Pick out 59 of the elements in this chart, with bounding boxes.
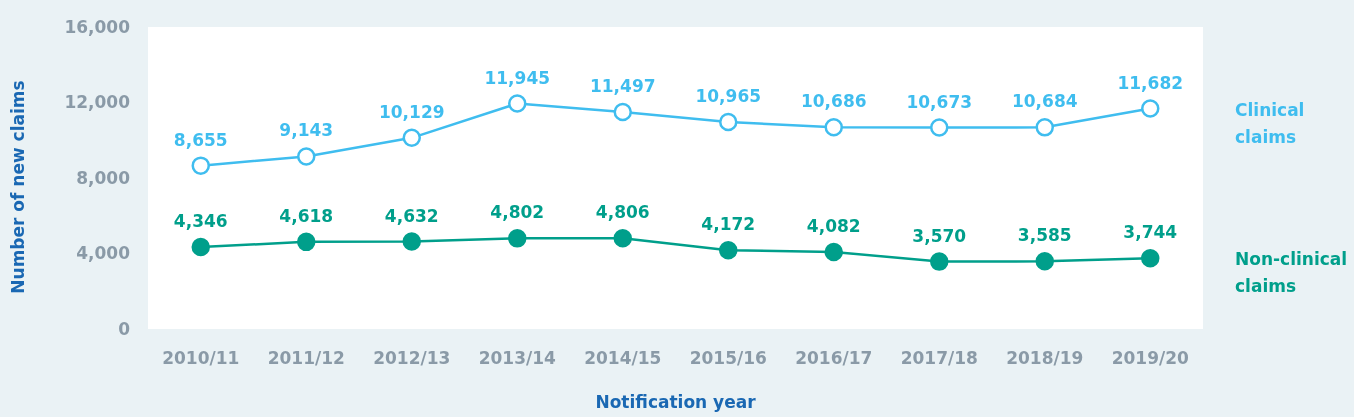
data-label: 10,673 — [906, 91, 973, 112]
point — [297, 232, 316, 252]
point — [191, 237, 210, 257]
data-label: 8,655 — [173, 129, 228, 150]
point — [402, 232, 421, 251]
point — [930, 118, 949, 137]
y-tick-label: 16,000 — [64, 16, 131, 37]
point — [191, 156, 210, 175]
data-label: 11,945 — [484, 67, 551, 88]
point — [508, 229, 527, 248]
point — [824, 242, 843, 262]
data-label: 11,497 — [589, 75, 656, 96]
data-label: 4,632 — [384, 205, 439, 226]
point — [297, 147, 316, 166]
point — [824, 118, 843, 137]
x-tick-label: 2014/15 — [584, 347, 662, 368]
data-label: 3,744 — [1123, 222, 1178, 243]
y-tick-label: 12,000 — [64, 92, 131, 113]
data-label: 10,129 — [378, 101, 445, 122]
data-label: 9,143 — [279, 120, 334, 141]
point — [1141, 99, 1160, 118]
data-label: 10,684 — [1011, 91, 1078, 112]
point — [613, 229, 632, 248]
text: Non-clinical claims — [1235, 249, 1348, 297]
point — [1035, 118, 1054, 137]
data-label: 4,172 — [701, 214, 756, 235]
y-tick-label: 8,000 — [76, 167, 131, 188]
x-tick-label: 2015/16 — [689, 347, 767, 368]
x-tick-label: 2011/12 — [267, 347, 345, 368]
point — [402, 128, 421, 148]
x-axis-title: Notification year — [595, 392, 757, 412]
data-label: 11,682 — [1117, 72, 1184, 93]
data-label: 4,618 — [279, 205, 334, 226]
y-tick-label: 0 — [118, 318, 131, 339]
data-label: 4,806 — [595, 202, 650, 223]
x-tick-label: 2019/20 — [1111, 347, 1190, 368]
x-tick-label: 2010/11 — [162, 347, 240, 368]
data-label: 4,802 — [490, 202, 545, 223]
x-tick-label: 2012/13 — [373, 347, 451, 368]
y-axis-title: Number of new claims — [8, 80, 28, 294]
point — [719, 112, 738, 132]
text: Clinical claims — [1235, 99, 1305, 147]
data-label: 4,346 — [173, 210, 228, 231]
point — [613, 102, 632, 122]
data-label: 3,585 — [1017, 225, 1072, 246]
data-label: 10,965 — [695, 86, 762, 107]
point — [508, 94, 527, 113]
point — [1035, 252, 1054, 271]
data-label: 10,686 — [800, 91, 867, 112]
data-label: 4,082 — [806, 215, 861, 236]
point — [930, 252, 949, 271]
point — [719, 241, 738, 260]
x-tick-label: 2016/17 — [795, 347, 873, 368]
x-tick-label: 2018/19 — [1006, 347, 1084, 368]
x-tick-label: 2013/14 — [478, 347, 557, 368]
data-label: 3,570 — [912, 225, 967, 246]
y-tick-label: 4,000 — [76, 243, 131, 264]
point — [1141, 249, 1160, 268]
x-tick-label: 2017/18 — [900, 347, 978, 368]
